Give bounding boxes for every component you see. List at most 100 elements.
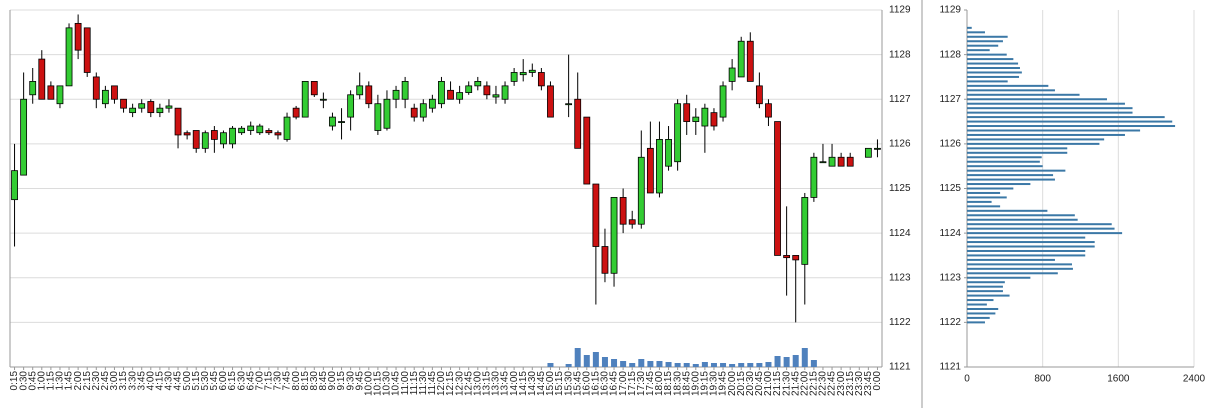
profile-bar	[967, 200, 992, 203]
x-tick-label: 1:45	[64, 371, 75, 391]
candle-body	[138, 103, 146, 109]
x-tick-label: 17:00	[618, 371, 629, 396]
profile-bar	[967, 49, 990, 52]
volume-bar	[638, 359, 645, 367]
candle-body	[247, 125, 255, 131]
x-tick-label: 22:45	[827, 371, 838, 396]
volume-bar	[656, 361, 663, 367]
profile-bar	[967, 102, 1125, 105]
candle-body	[210, 130, 218, 140]
x-tick-label: 9:45	[354, 371, 365, 391]
candle-body	[783, 255, 791, 259]
x-tick-label: 3:00	[109, 371, 120, 391]
candle-body	[192, 130, 200, 149]
volume-bar	[774, 356, 781, 367]
candle-body	[83, 27, 91, 73]
candle-body	[229, 127, 236, 145]
profile-bar	[967, 276, 1031, 279]
candle-body	[65, 27, 73, 87]
x-tick-label: 23:00	[836, 371, 847, 396]
profile-bar	[967, 160, 1040, 163]
x-tick-label: 13:45	[500, 371, 511, 396]
profile-bar	[967, 241, 1095, 244]
x-tick-label: 19:30	[709, 371, 720, 396]
volume-bar	[620, 361, 627, 367]
candle-body	[846, 156, 854, 167]
x-tick-label: 21:00	[763, 371, 774, 396]
profile-bar	[967, 218, 1078, 221]
candle-body	[619, 197, 627, 225]
candle-body	[74, 22, 82, 51]
profile-bar	[967, 316, 990, 319]
candle-body	[319, 98, 327, 101]
candle-body	[728, 67, 736, 82]
volume-bar	[810, 360, 817, 367]
profile-bar	[967, 196, 1007, 199]
volume-bar	[611, 359, 618, 367]
candle-body	[537, 72, 545, 87]
candle-body	[683, 103, 691, 122]
x-tick-label: 3:45	[136, 371, 147, 391]
candle-body	[410, 107, 418, 118]
x-tick-label: 5:45	[209, 371, 220, 391]
x-tick-label: 23:45	[863, 371, 874, 396]
x-tick-label: 6:30	[236, 371, 247, 391]
candle-body	[874, 147, 881, 150]
candle-body	[365, 85, 373, 105]
x-tick-label: 4:15	[155, 371, 166, 391]
profile-bar	[967, 133, 1125, 136]
candle-body	[165, 105, 173, 109]
candle-body	[392, 89, 400, 100]
x-tick-label: 0	[964, 374, 970, 385]
profile-bar	[967, 111, 1133, 114]
profile-bar	[967, 138, 1105, 141]
profile-bar	[967, 263, 1072, 266]
x-tick-label: 9:15	[336, 371, 347, 391]
volume-bar	[583, 355, 590, 367]
x-tick-label: 14:45	[536, 371, 547, 396]
candle-body	[592, 183, 600, 247]
candle-body	[710, 112, 718, 127]
profile-bar	[967, 98, 1107, 101]
profile-bar	[967, 183, 1031, 186]
candle-body	[274, 132, 282, 136]
profile-bar	[967, 40, 1003, 43]
candle-body	[610, 197, 618, 274]
volume-bar	[783, 357, 790, 367]
y-tick-label: 1129	[939, 5, 961, 16]
candle-body	[111, 85, 118, 100]
profile-bar	[967, 44, 999, 47]
candle-body	[792, 255, 800, 261]
candle-body	[565, 103, 573, 106]
volume-bar	[547, 363, 554, 367]
profile-bar	[967, 299, 994, 302]
x-tick-label: 8:30	[309, 371, 320, 391]
candle-body	[356, 85, 364, 96]
volume-bar	[574, 348, 581, 367]
x-tick-label: 13:15	[482, 371, 493, 396]
candle-body	[864, 147, 872, 158]
y-tick-label: 1122	[939, 317, 961, 328]
x-tick-label: 21:30	[781, 371, 792, 396]
candle-body	[547, 85, 554, 118]
profile-bar	[967, 120, 1173, 123]
x-tick-label: 12:30	[454, 371, 465, 396]
profile-bar	[967, 35, 1008, 38]
profile-bar	[967, 93, 1080, 96]
x-tick-label: 19:15	[700, 371, 711, 396]
candle-body	[828, 156, 836, 167]
x-tick-label: 7:30	[273, 371, 284, 391]
x-tick-label: 2400	[1183, 374, 1206, 385]
candle-body	[201, 132, 209, 149]
volume-bar	[765, 362, 772, 367]
profile-bar	[967, 205, 1001, 208]
profile-bar	[967, 174, 1054, 177]
profile-bar	[967, 290, 1003, 293]
x-tick-label: 11:00	[400, 371, 411, 396]
x-tick-label: 5:00	[182, 371, 193, 391]
x-tick-label: 11:45	[427, 371, 438, 396]
x-tick-label: 9:30	[345, 371, 356, 391]
candle-body	[428, 98, 436, 109]
x-tick-label: 10:30	[382, 371, 393, 396]
candle-body	[147, 101, 155, 114]
